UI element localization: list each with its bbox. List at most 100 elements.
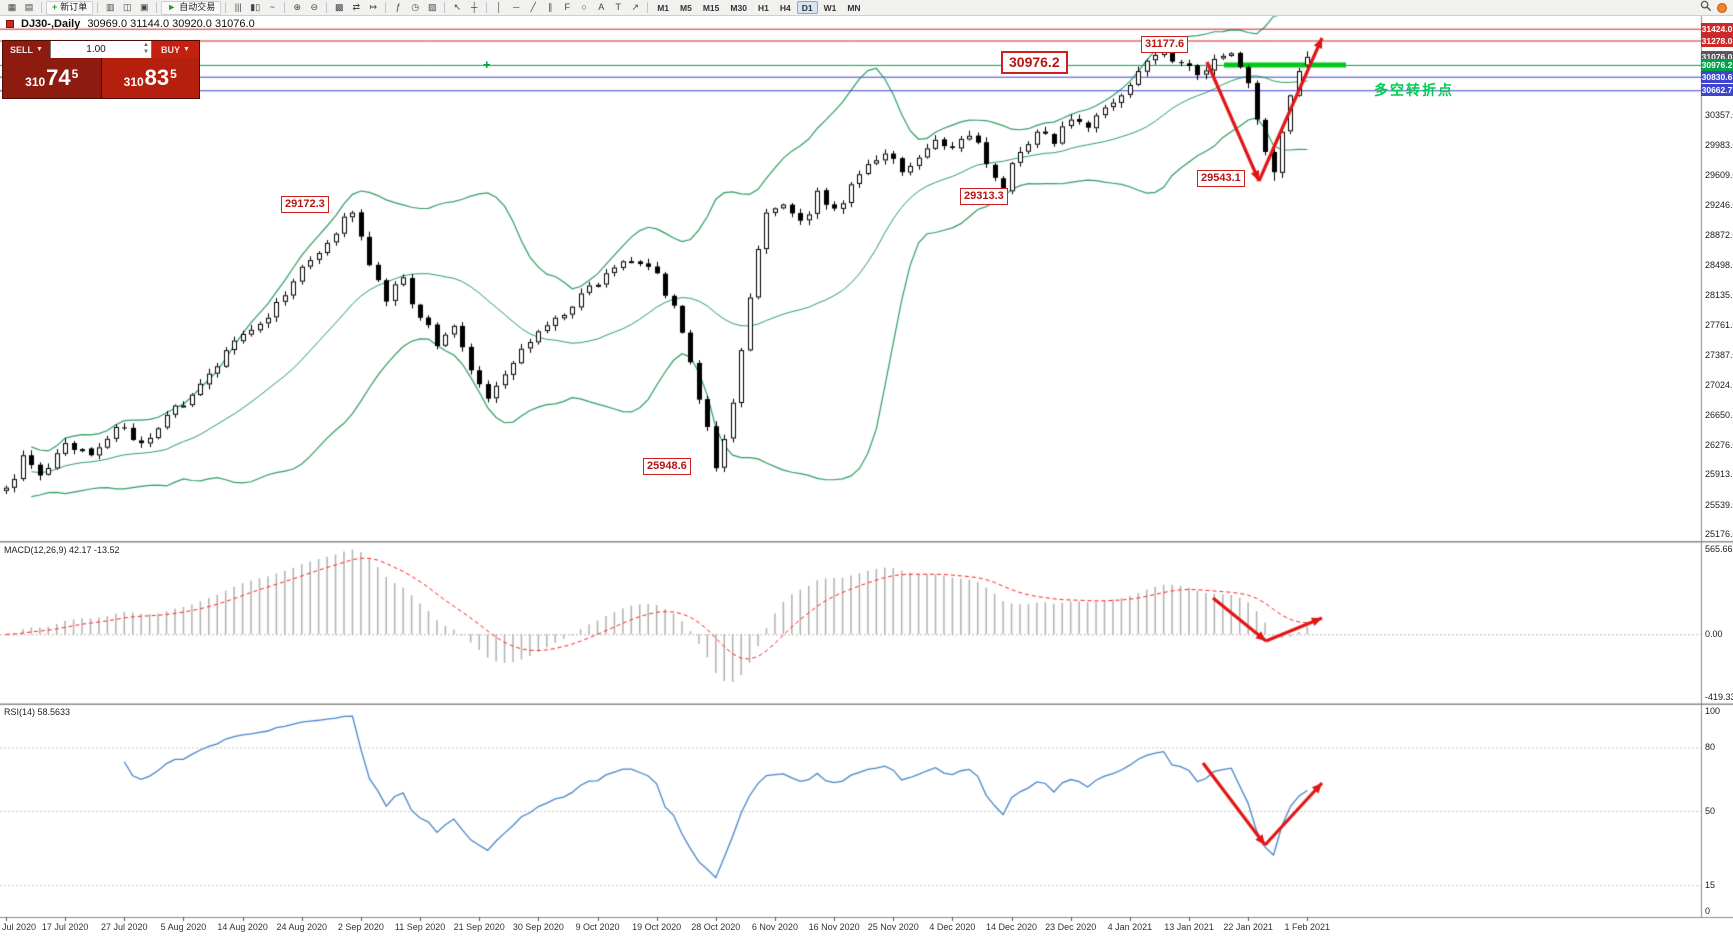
new-order-button-label: 新订单 [60, 2, 88, 12]
time-axis-label: 17 Jul 2020 [41, 922, 89, 932]
price-scale-label: 25539.0 [1705, 499, 1733, 510]
toolbar-right-group [1700, 0, 1729, 17]
candlestick-chart-icon[interactable]: ▮▯ [247, 1, 263, 15]
auto-scroll-icon[interactable]: ⇄ [348, 1, 364, 15]
rsi-scale-label: 50 [1705, 806, 1716, 816]
timeframe-m30[interactable]: M30 [730, 2, 747, 13]
market-watch-icon[interactable]: ▥ [102, 1, 118, 15]
label-icon[interactable]: T [610, 1, 626, 15]
bar-chart-icon[interactable]: ||| [230, 1, 246, 15]
time-axis-label: 25 Nov 2020 [867, 922, 919, 932]
price-annotation-31177-6[interactable]: 31177.6 [1141, 36, 1189, 53]
buy-button[interactable]: BUY ▼ [152, 41, 199, 58]
crosshair-icon: ┼ [471, 2, 478, 12]
alert-icon[interactable] [1717, 2, 1727, 13]
trendline-icon[interactable]: ╱ [525, 1, 541, 15]
chart-shift-icon[interactable]: ↦ [365, 1, 381, 15]
periods-icon[interactable]: ◷ [407, 1, 423, 15]
market-watch-icon: ▥ [106, 2, 115, 12]
price-annotation-25948-6[interactable]: 25948.6 [643, 458, 691, 475]
auto-trading-button[interactable]: ► 自动交易 [161, 0, 222, 15]
fibonacci-icon: F [564, 2, 570, 12]
price-tag-31278-0: 31278.0 [1701, 34, 1733, 47]
new-chart-icon[interactable]: ▦ [4, 1, 20, 15]
price-annotation-30976-2[interactable]: 30976.2 [1001, 51, 1068, 74]
grid-icon[interactable]: ▩ [331, 1, 347, 15]
price-scale-label: 27387.0 [1705, 350, 1733, 361]
buy-caret-icon: ▼ [183, 46, 190, 53]
timeframe-m1[interactable]: M1 [657, 2, 670, 13]
sell-price-display[interactable]: 310 74 5 [3, 58, 102, 98]
time-axis-label: 11 Sep 2020 [394, 922, 446, 932]
volume-stepper[interactable]: ▲ ▼ [143, 42, 149, 56]
macd-scale-label: 565.66 [1705, 544, 1733, 554]
turning-point-note[interactable]: 多空转折点 [1374, 82, 1454, 98]
channel-icon[interactable]: ∥ [542, 1, 558, 15]
chart-profiles-icon[interactable]: ▤ [21, 1, 37, 15]
toolbar-separator [444, 2, 446, 13]
horizontal-line-icon[interactable]: ─ [508, 1, 524, 15]
arrow-tool-icon[interactable]: ↗ [627, 1, 643, 15]
indicators-icon[interactable]: ƒ [390, 1, 406, 15]
sell-button[interactable]: SELL ▼ [3, 41, 50, 58]
price-scale-label: 30357.0 [1705, 109, 1733, 120]
price-tag-30662-7: 30662.7 [1701, 84, 1733, 97]
zoom-in-icon[interactable]: ⊕ [289, 1, 305, 15]
time-axis-label: 16 Nov 2020 [808, 922, 860, 932]
volume-down-icon[interactable]: ▼ [143, 49, 149, 55]
templates-icon[interactable]: ▨ [424, 1, 440, 15]
price-scale-label: 25176.0 [1705, 529, 1733, 540]
price-scale-label: 27024.0 [1705, 379, 1733, 390]
price-annotation-29172-3[interactable]: 29172.3 [281, 196, 329, 213]
timeframe-w1[interactable]: W1 [823, 2, 837, 13]
price-scale-label: 26276.0 [1705, 440, 1733, 451]
timeframe-d1[interactable]: D1 [796, 1, 818, 14]
new-order-button[interactable]: + 新订单 [46, 0, 94, 15]
shapes-icon[interactable]: ○ [576, 1, 592, 15]
cursor-icon[interactable]: ↖ [449, 1, 465, 15]
price-annotation-29313-3[interactable]: 29313.3 [960, 188, 1008, 205]
crosshair-icon[interactable]: ┼ [466, 1, 482, 15]
time-axis-label: 1 Feb 2021 [1284, 922, 1331, 932]
search-icon[interactable] [1700, 0, 1712, 17]
vertical-line-icon: │ [496, 2, 503, 12]
green-plus-marker[interactable]: + [483, 57, 491, 72]
rsi-scale-label: 0 [1705, 906, 1711, 916]
time-axis-label: 14 Dec 2020 [986, 922, 1038, 932]
time-axis-label: 4 Dec 2020 [929, 922, 976, 932]
timeframe-h1[interactable]: H1 [757, 2, 769, 13]
volume-up-icon[interactable]: ▲ [143, 42, 149, 48]
timeframe-h4[interactable]: H4 [779, 2, 791, 13]
timeframe-mn[interactable]: MN [847, 2, 861, 13]
time-axis-label: 30 Sep 2020 [512, 922, 564, 932]
buy-price-display[interactable]: 310 83 5 [101, 58, 199, 98]
price-annotation-29543-1[interactable]: 29543.1 [1197, 170, 1245, 187]
time-axis-label: 27 Jul 2020 [101, 922, 148, 932]
volume-input[interactable] [51, 41, 151, 58]
price-scale-label: 29609.0 [1705, 170, 1733, 181]
price-tag-30830-6: 30830.6 [1701, 70, 1733, 83]
timeframe-m15[interactable]: M15 [702, 2, 720, 13]
chart-symbol-label: DJ30-,Daily [21, 18, 81, 30]
line-chart-icon[interactable]: ~ [264, 1, 280, 15]
rsi-label: RSI(14) 58.5633 [4, 707, 71, 717]
toolbar-separator [647, 2, 649, 13]
text-icon[interactable]: A [593, 1, 609, 15]
price-scale-label: 29246.0 [1705, 199, 1733, 210]
zoom-out-icon[interactable]: ⊖ [306, 1, 322, 15]
price-scale-label: 27761.0 [1705, 319, 1733, 330]
auto-trading-glyph: ► [167, 2, 177, 12]
chart-profiles-icon: ▤ [24, 2, 34, 12]
data-window-icon: ◫ [123, 2, 132, 12]
line-chart-icon: ~ [269, 2, 275, 12]
sell-price-sup: 5 [71, 66, 79, 81]
terminal-icon[interactable]: ▣ [136, 1, 152, 15]
timeframe-m5[interactable]: M5 [680, 2, 692, 13]
label-icon: T [615, 2, 621, 12]
grid-icon: ▩ [334, 2, 344, 12]
fibonacci-icon[interactable]: F [559, 1, 575, 15]
sell-price-big: 74 [46, 65, 71, 90]
data-window-icon[interactable]: ◫ [119, 1, 135, 15]
vertical-line-icon[interactable]: │ [491, 1, 507, 15]
